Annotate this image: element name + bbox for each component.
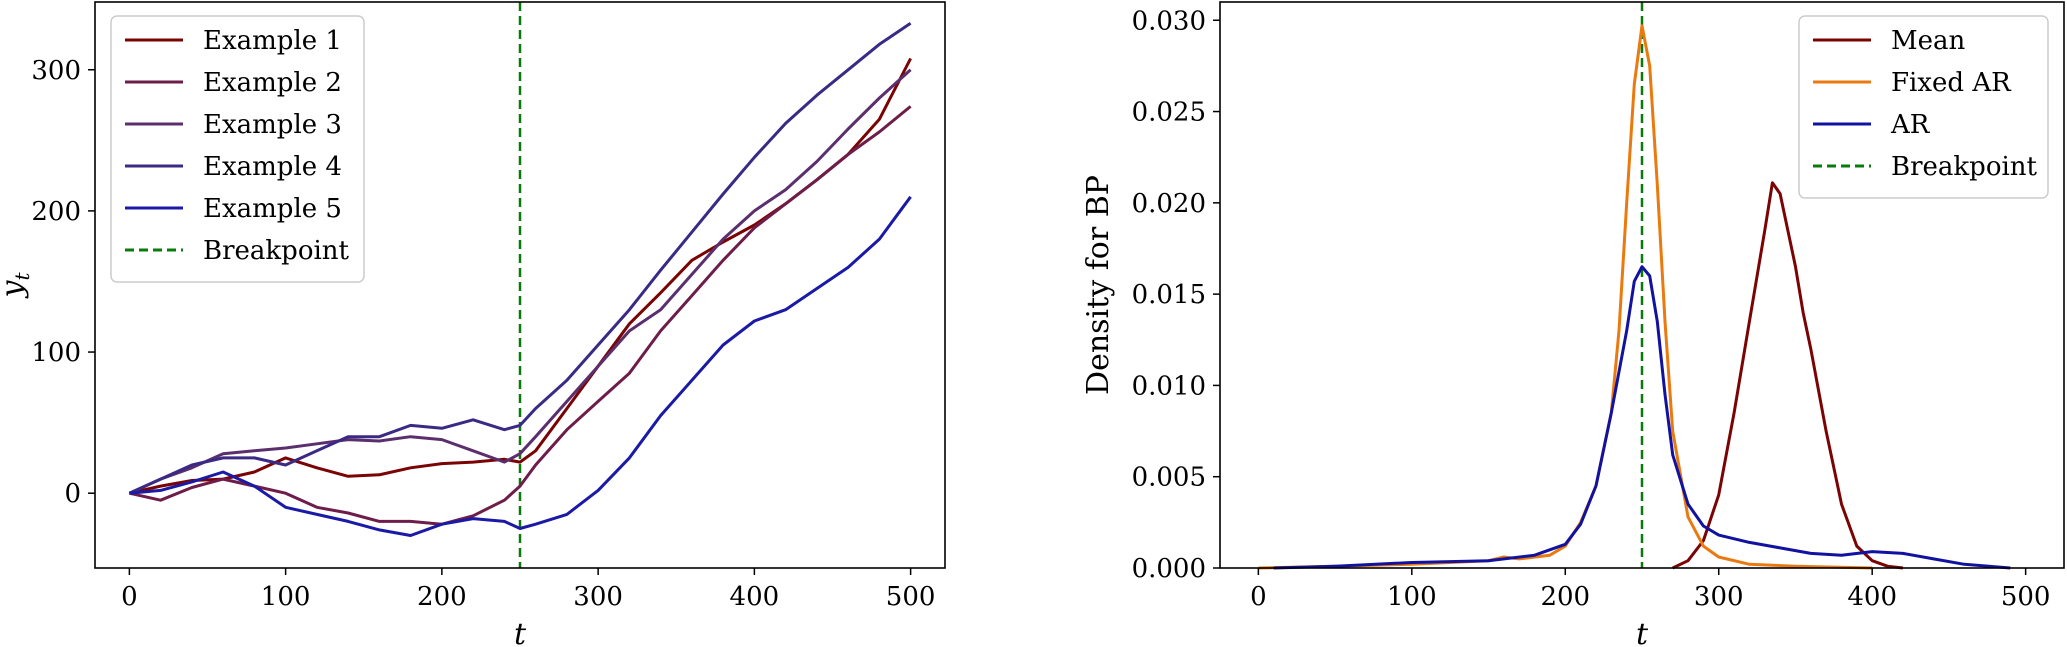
right-ytick-label: 0.030: [1132, 6, 1206, 36]
left-series-3-line: [128, 68, 912, 495]
right-xtick-label: 500: [2001, 582, 2051, 612]
right-ytick-label: 0.010: [1132, 371, 1206, 401]
left-xtick-label: 300: [573, 582, 623, 612]
left-series-4-line: [128, 21, 912, 495]
right-ytick-label: 0.000: [1132, 554, 1206, 584]
right-series-1-line: [1672, 181, 1904, 570]
right-y-axis-label: Density for BP: [1081, 175, 1116, 395]
right-ytick-label: 0.025: [1132, 98, 1206, 128]
left-axes-frame: [94, 1, 946, 569]
right-legend: Mean Fixed AR AR Breakpoint: [1798, 15, 2049, 199]
right-ytick-label: 0.015: [1132, 280, 1206, 310]
right-xtick-label: 200: [1540, 582, 1590, 612]
left-xtick-label: 100: [261, 582, 311, 612]
right-legend-box: [1798, 15, 2049, 199]
left-xtick-label: 500: [886, 582, 936, 612]
right-panel-density: 0 100 200 300 400 500 0.000 0.005 0.010 0.015 0.02…: [1081, 1, 2065, 647]
left-xtick-label: 400: [730, 582, 780, 612]
left-ytick-label: 100: [31, 338, 81, 368]
left-legend-label: Example 2: [203, 68, 342, 98]
right-xtick-label: 300: [1694, 582, 1744, 612]
left-legend-label: Example 3: [203, 110, 342, 140]
left-legend-label: Breakpoint: [203, 236, 350, 266]
right-xtick-label: 400: [1847, 582, 1897, 612]
left-xtick-label: 0: [121, 582, 138, 612]
left-legend-label: Example 4: [203, 152, 342, 182]
right-xtick-label: 0: [1250, 582, 1267, 612]
left-xtick-label: 200: [417, 582, 467, 612]
left-ytick-label: 300: [31, 56, 81, 86]
left-legend-label: Example 1: [203, 26, 342, 56]
right-legend-label: Fixed AR: [1891, 68, 2012, 98]
left-legend-label: Example 5: [203, 194, 342, 224]
right-ytick-label: 0.020: [1132, 189, 1206, 219]
right-ytick-label: 0.005: [1132, 463, 1206, 493]
left-series-5-line: [129, 195, 912, 537]
right-series-2-line: [1258, 24, 1873, 570]
left-series-2-line: [129, 105, 912, 526]
left-panel-examples: 01002003004005000100200300tytExample 1Ex…: [0, 1, 946, 647]
left-x-axis-label: t: [514, 617, 527, 647]
right-series-3-line: [1273, 265, 2011, 570]
right-legend-label: AR: [1890, 110, 1931, 140]
right-legend-label: Breakpoint: [1891, 152, 2038, 182]
left-y-axis-label: yt: [0, 272, 34, 300]
right-axes-frame: [1219, 1, 2065, 569]
left-ytick-label: 0: [64, 479, 81, 509]
right-x-axis-label: t: [1636, 617, 1649, 647]
left-ytick-label: 200: [31, 197, 81, 227]
right-xtick-label: 100: [1387, 582, 1437, 612]
right-legend-label: Mean: [1891, 26, 1966, 56]
left-legend: Example 1 Example 2 Example 3 Example 4 Exam…: [110, 15, 365, 283]
